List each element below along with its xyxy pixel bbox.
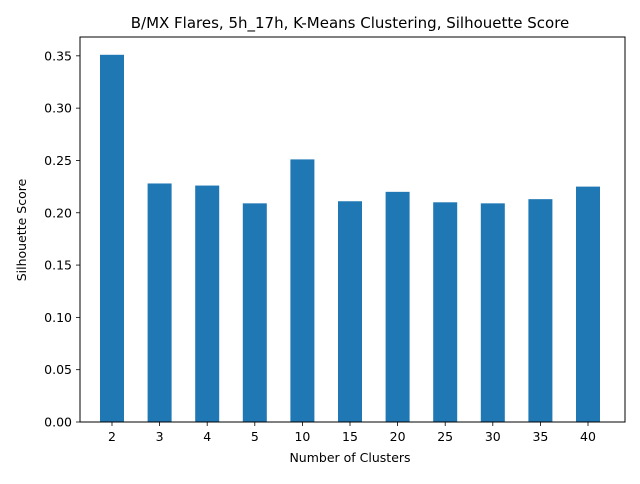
y-tick-label: 0.25 [44,153,72,168]
x-tick-label: 30 [485,429,501,444]
x-tick-label: 10 [294,429,310,444]
bar-10 [290,159,315,422]
y-axis-label: Silhouette Score [14,178,29,281]
plot-frame [79,36,626,423]
x-tick-label: 3 [156,429,164,444]
bar-40 [576,186,600,422]
bar-20 [385,191,410,422]
y-tick-label: 0.05 [44,362,72,377]
y-tick-label: 0.15 [44,258,72,273]
plot-area [100,54,600,422]
x-tick-label: 4 [203,429,211,444]
bar-5 [242,203,267,422]
y-axis: 0.00 0.05 0.10 0.15 0.20 0.25 0.30 0.35 [44,48,80,430]
x-tick-label: 2 [108,429,116,444]
bar-15 [338,201,362,422]
bar-25 [433,202,458,422]
x-tick-label: 25 [437,429,453,444]
y-tick-label: 0.10 [44,310,72,325]
bar-3 [147,183,172,422]
bar-2 [100,54,124,422]
bar-4 [195,185,220,422]
y-tick-label: 0.30 [44,101,72,116]
bar-30 [480,203,505,422]
x-tick-label: 40 [580,429,596,444]
chart-title: B/MX Flares, 5h_17h, K-Means Clustering,… [131,14,570,33]
x-tick-label: 5 [251,429,259,444]
y-tick-label: 0.20 [44,205,72,220]
y-tick-label: 0.35 [44,48,72,63]
x-tick-label: 15 [342,429,358,444]
bar-35 [528,199,553,422]
y-tick-label: 0.00 [44,415,72,430]
x-axis: 2 3 4 5 10 15 20 25 30 35 40 [108,422,596,444]
x-tick-label: 35 [532,429,548,444]
x-tick-label: 20 [390,429,406,444]
x-axis-label: Number of Clusters [289,450,410,465]
